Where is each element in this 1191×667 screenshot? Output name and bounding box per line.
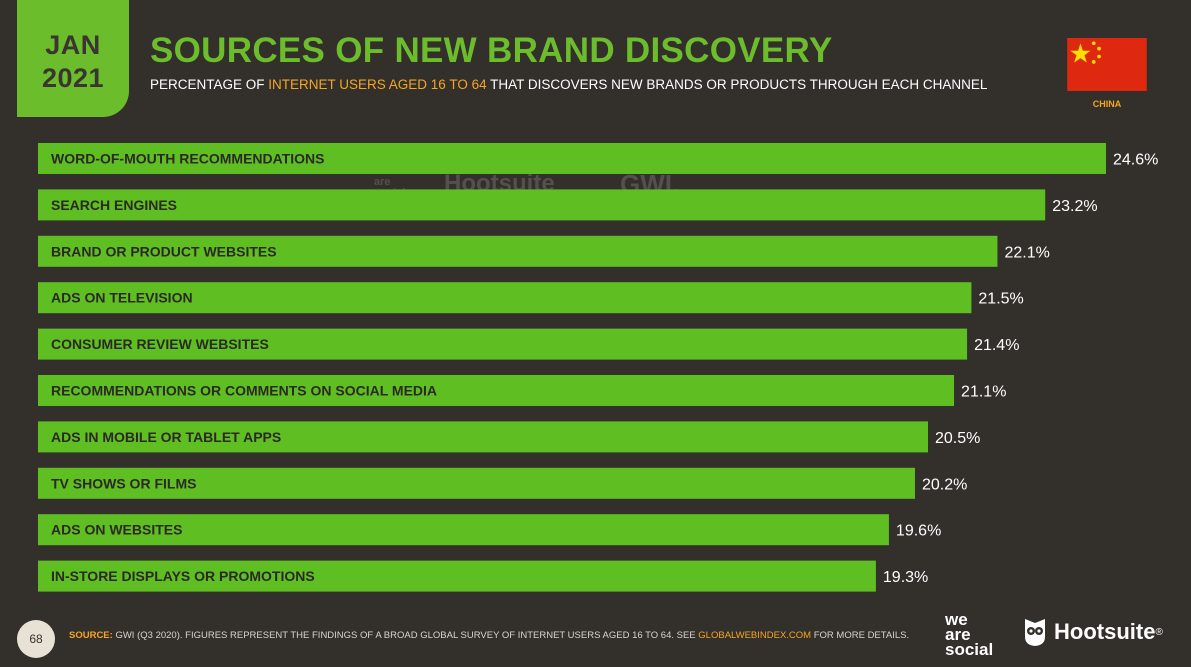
watermark-was-line: are: [374, 176, 391, 188]
bar-category-label: BRAND OR PRODUCT WEBSITES: [51, 243, 277, 259]
bar: [38, 189, 1046, 221]
bar: [38, 235, 998, 267]
bar-value-label: 21.5%: [978, 291, 1023, 308]
bar-category-label: ADS ON WEBSITES: [51, 522, 182, 538]
source-note: SOURCE: GWI (Q3 2020). FIGURES REPRESENT…: [69, 630, 909, 641]
logo-was-line: we: [945, 610, 968, 629]
date-year: 2021: [41, 63, 105, 93]
bar-value-label: 23.2%: [1052, 198, 1097, 215]
hootsuite-owl-icon: [1025, 619, 1045, 646]
logo-was-line: social: [945, 640, 994, 659]
subtitle-highlight: INTERNET USERS AGED 16 TO 64: [268, 77, 487, 92]
bar-value-label: 21.1%: [961, 384, 1006, 401]
bar-value-label: 22.1%: [1004, 244, 1049, 261]
registered-mark: ®: [1155, 626, 1163, 638]
bar-value-label: 24.6%: [1113, 152, 1158, 169]
bar: [38, 375, 955, 406]
bar: [38, 282, 972, 314]
bar: [38, 514, 889, 546]
bar-value-label: 21.4%: [974, 337, 1019, 354]
hootsuite-logo-text: Hootsuite: [1054, 619, 1156, 644]
hootsuite-logo: Hootsuite ®: [1022, 617, 1163, 647]
source-end: FOR MORE DETAILS.: [811, 630, 910, 641]
china-flag-icon: [1067, 38, 1147, 91]
page-subtitle: PERCENTAGE OF INTERNET USERS AGED 16 TO …: [150, 77, 987, 92]
logo-was-line: are: [945, 625, 971, 644]
bar: [38, 421, 928, 453]
page-number: 68: [17, 620, 55, 658]
date-month: JAN: [45, 30, 101, 60]
source-link[interactable]: GLOBALWEBINDEX.COM: [698, 630, 812, 641]
bar-value-label: 19.3%: [883, 569, 928, 586]
bar-value-label: 19.6%: [896, 523, 941, 540]
we-are-social-logo: we are social: [945, 610, 994, 659]
bar-category-label: IN-STORE DISPLAYS OR PROMOTIONS: [51, 568, 315, 584]
bar: [38, 143, 1106, 174]
bar: [38, 328, 968, 360]
page-title: SOURCES OF NEW BRAND DISCOVERY: [150, 31, 833, 70]
bar-category-label: SEARCH ENGINES: [51, 197, 177, 213]
bar-category-label: ADS ON TELEVISION: [51, 290, 193, 306]
bar: [38, 467, 915, 499]
bar-value-label: 20.5%: [935, 430, 980, 447]
subtitle-post: THAT DISCOVERS NEW BRANDS OR PRODUCTS TH…: [486, 77, 988, 92]
source-text: GWI (Q3 2020). FIGURES REPRESENT THE FIN…: [112, 630, 699, 641]
bar: [38, 560, 876, 592]
bar-category-label: RECOMMENDATIONS OR COMMENTS ON SOCIAL ME…: [51, 383, 437, 399]
bar-category-label: TV SHOWS OR FILMS: [51, 475, 196, 491]
bar-category-label: WORD-OF-MOUTH RECOMMENDATIONS: [51, 151, 325, 167]
date-badge: JAN 2021: [17, 0, 129, 117]
country-label: CHINA: [1092, 99, 1122, 109]
bar-category-label: ADS IN MOBILE OR TABLET APPS: [51, 429, 281, 445]
bar-value-label: 20.2%: [922, 476, 967, 493]
subtitle-pre: PERCENTAGE OF: [150, 77, 269, 92]
bar-category-label: CONSUMER REVIEW WEBSITES: [51, 336, 269, 352]
source-label: SOURCE:: [69, 630, 113, 641]
